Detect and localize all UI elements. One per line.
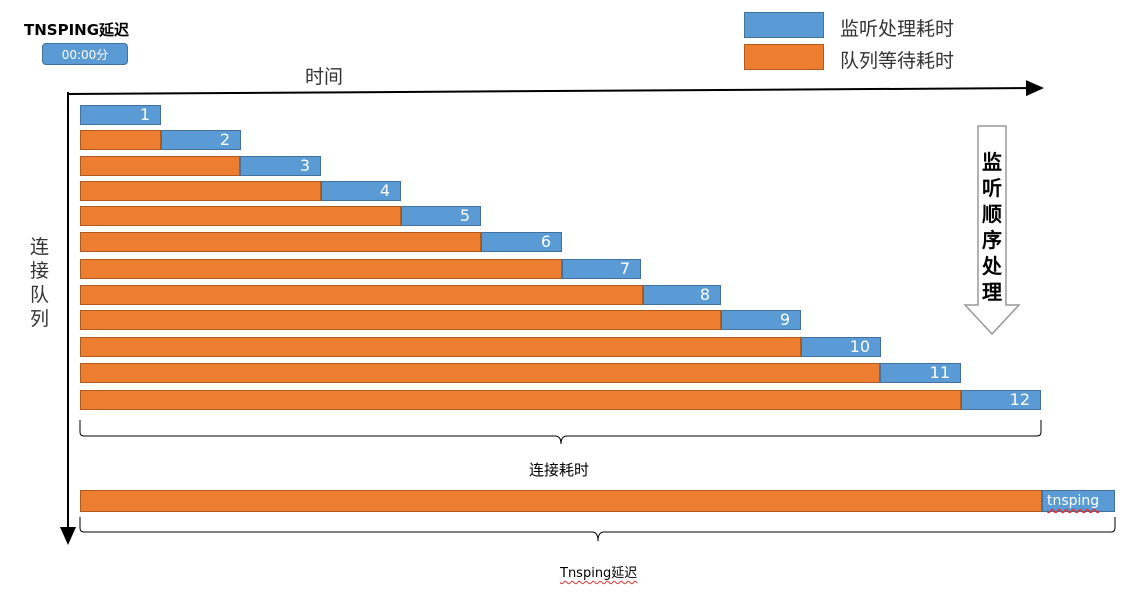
listen-bar-4: 4: [321, 181, 401, 201]
connect-time-brace: [79, 420, 1042, 445]
legend-label-listen: 监听处理耗时: [840, 18, 955, 40]
queue-bar-6: [80, 232, 481, 252]
queue-bar-8: [80, 285, 643, 305]
diagram-title: TNSPING延迟: [24, 21, 130, 39]
legend-swatch-listen: [744, 12, 824, 38]
tnsping-delay-brace: [79, 517, 1116, 542]
y-axis-label-char: 连: [30, 236, 50, 258]
queue-bar-2: [80, 130, 161, 150]
arrow-label-char: 监: [982, 150, 1002, 174]
x-axis-label: 时间: [305, 66, 344, 88]
arrow-label-char: 顺: [982, 202, 1002, 226]
connect-time-label: 连接耗时: [529, 461, 590, 479]
listen-bar-10: 10: [801, 337, 881, 357]
arrow-label-char: 处: [982, 254, 1002, 278]
queue-bar-9: [80, 310, 721, 330]
x-axis: [67, 80, 1044, 97]
listen-bar-3: 3: [240, 156, 321, 176]
listen-bar-2: 2: [161, 130, 241, 150]
listen-bar-9: 9: [721, 310, 801, 330]
tnsping-bar-label: tnsping: [1047, 493, 1100, 509]
queue-bar-5: [80, 206, 401, 226]
queue-bar-12: [80, 390, 961, 410]
legend-label-queue: 队列等待耗时: [840, 50, 955, 72]
queue-bar-4: [80, 181, 321, 201]
queue-bar-10: [80, 337, 801, 357]
queue-bar-3: [80, 156, 240, 176]
tnsping-queue-bar: [80, 490, 1042, 512]
tnsping-listen-bar: tnsping: [1042, 490, 1115, 512]
y-axis-label-char: 队: [30, 284, 50, 306]
arrow-label-char: 听: [982, 176, 1002, 200]
arrow-label-char: 理: [982, 280, 1002, 304]
legend-swatch-queue: [744, 44, 824, 70]
processing-order-arrow: [963, 125, 1021, 336]
listen-bar-7: 7: [562, 259, 641, 279]
tnsping-delay-label: Tnsping延迟: [560, 566, 638, 581]
listen-bar-5: 5: [401, 206, 481, 226]
listen-bar-6: 6: [481, 232, 562, 252]
y-axis-label-char: 接: [30, 260, 50, 282]
listen-bar-8: 8: [643, 285, 721, 305]
time-start-badge: 00:00分: [42, 43, 128, 65]
y-axis-label-char: 列: [30, 308, 50, 330]
queue-bar-7: [80, 259, 562, 279]
listen-bar-11: 11: [880, 363, 961, 383]
queue-bar-11: [80, 363, 880, 383]
listen-bar-12: 12: [961, 390, 1041, 410]
arrow-label-char: 序: [982, 228, 1002, 252]
listen-bar-1: 1: [80, 105, 161, 125]
